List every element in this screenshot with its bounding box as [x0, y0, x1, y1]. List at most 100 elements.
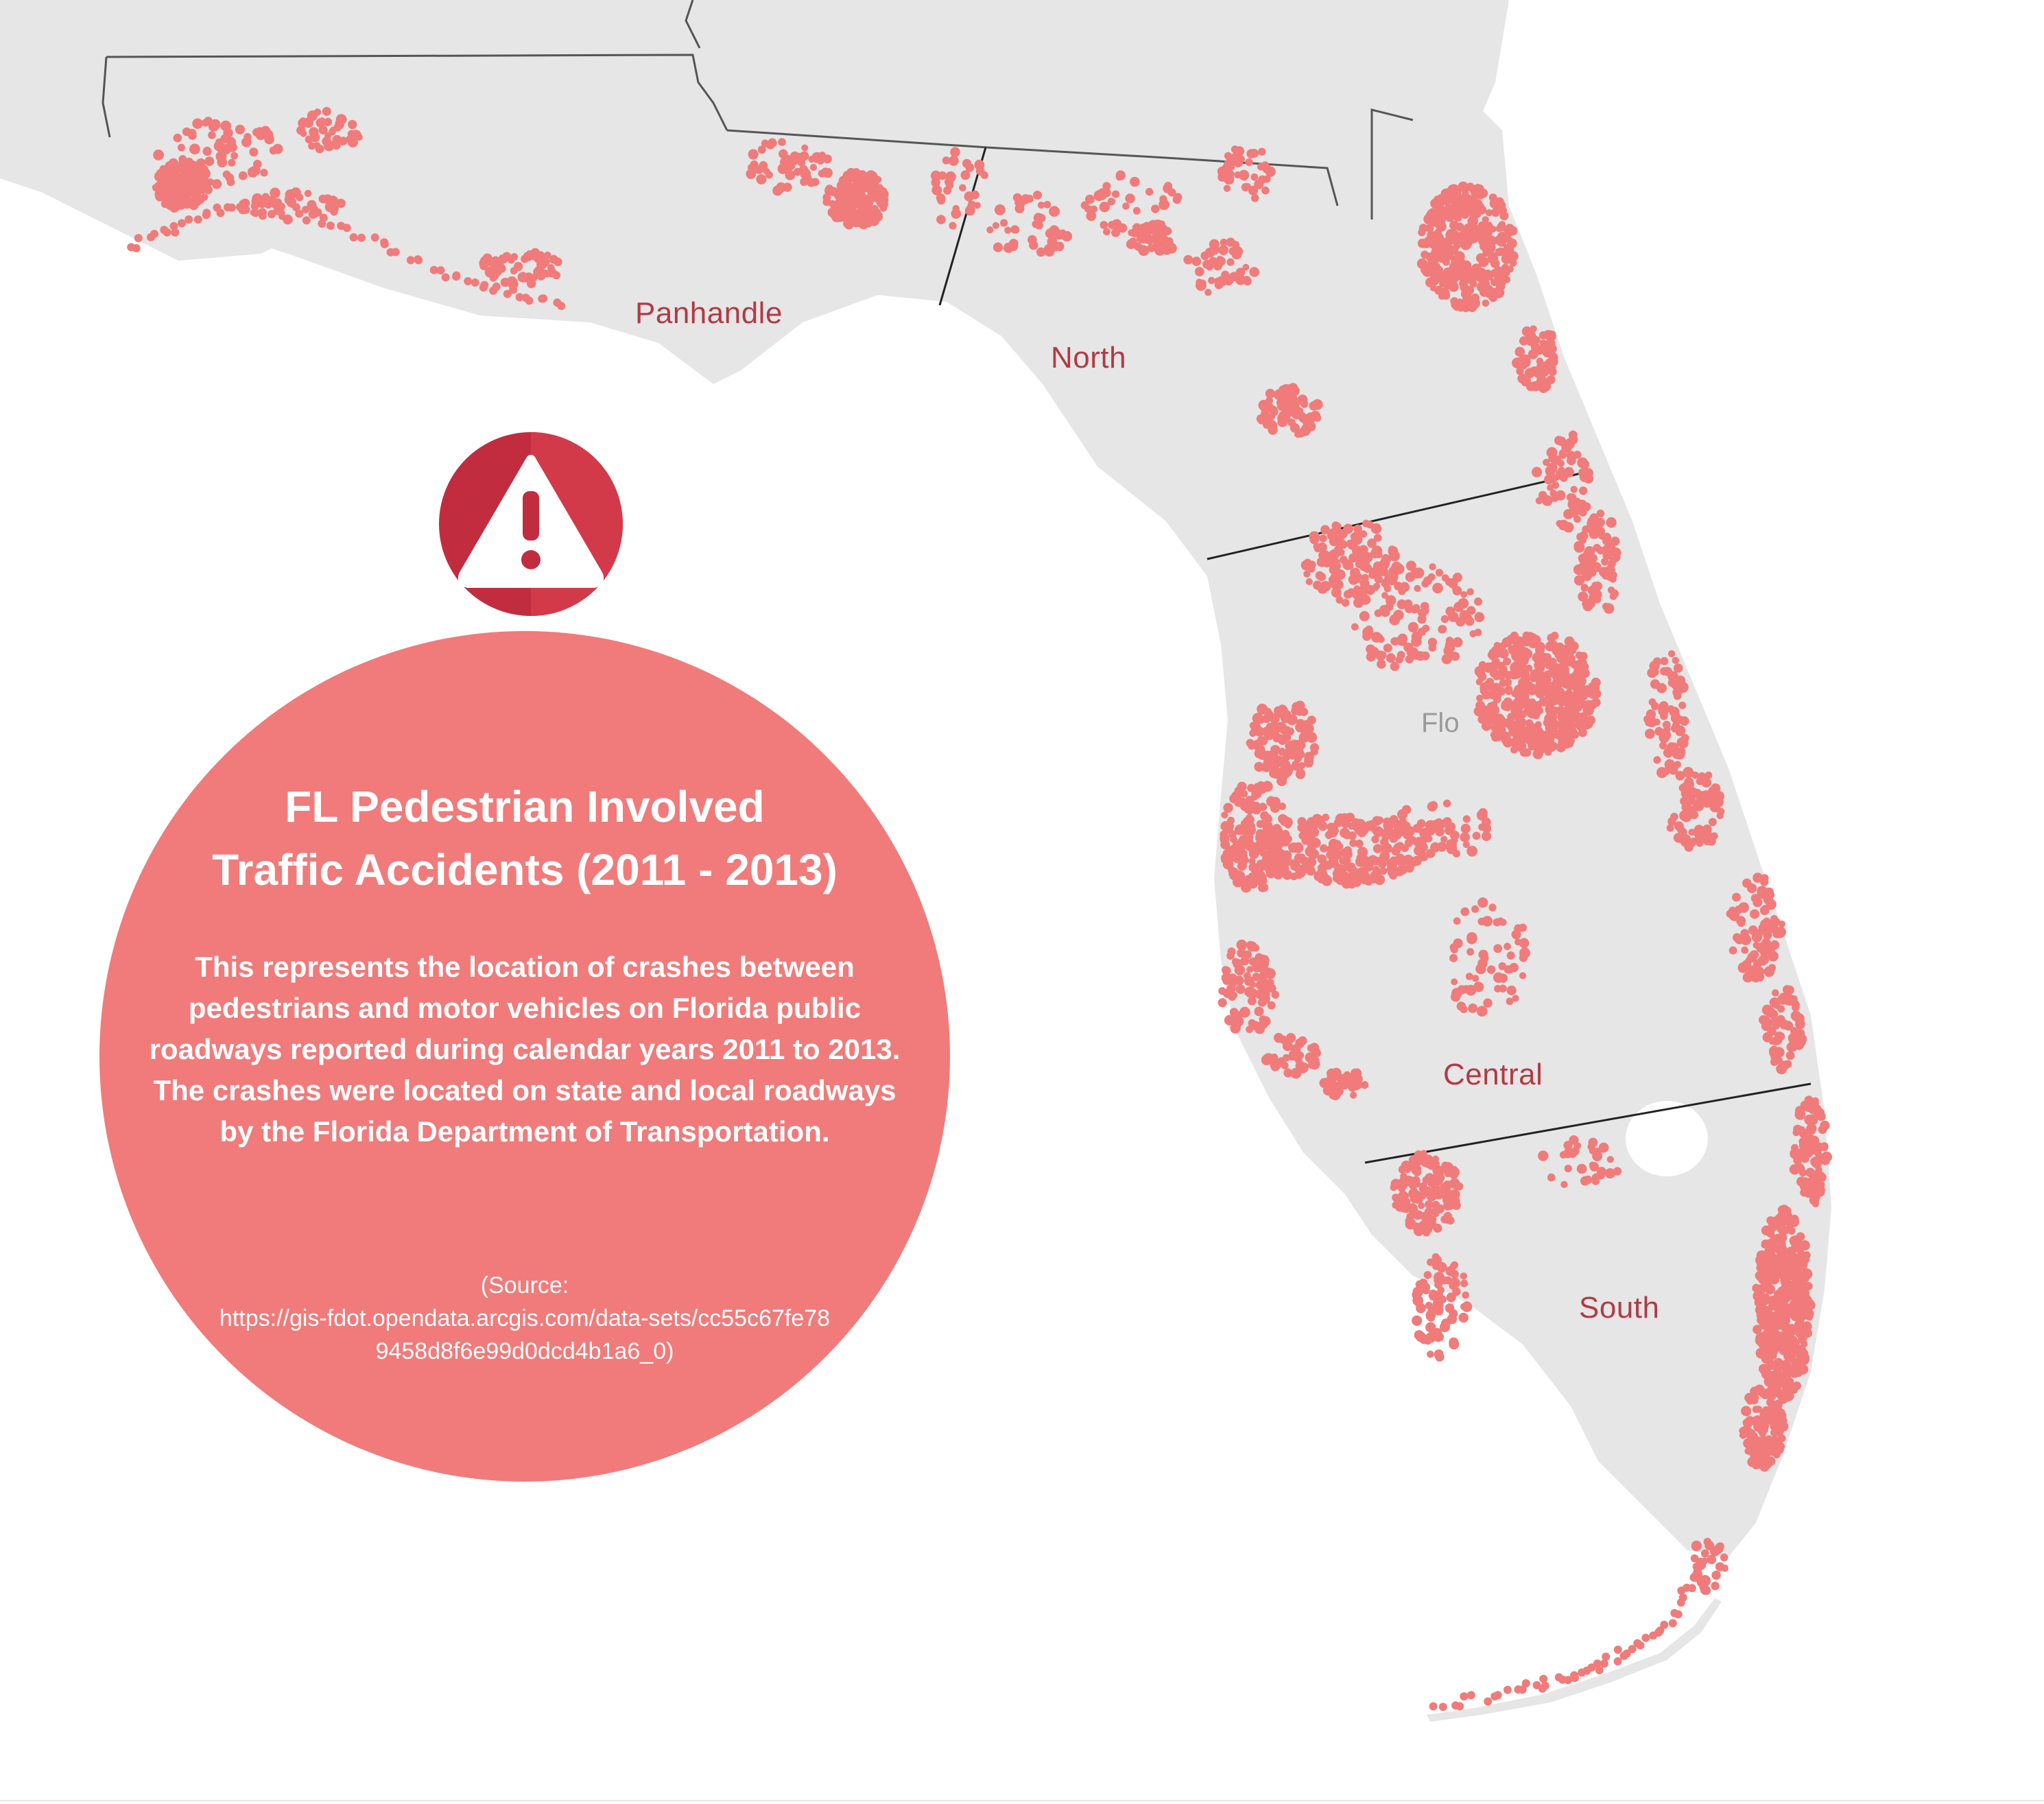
crash-point: [1785, 1392, 1794, 1401]
crash-point: [330, 207, 338, 216]
crash-point: [844, 211, 855, 222]
crash-point: [1425, 1322, 1436, 1333]
crash-point: [1659, 741, 1667, 750]
crash-point: [1452, 849, 1460, 858]
crash-point: [1012, 193, 1022, 202]
crash-point: [1401, 1204, 1409, 1212]
crash-point: [153, 183, 163, 193]
crash-point: [1765, 1406, 1774, 1416]
crash-point: [1711, 1570, 1721, 1580]
crash-point: [1785, 1352, 1795, 1362]
crash-point: [1427, 209, 1436, 218]
crash-point: [1371, 835, 1379, 844]
crash-point: [1374, 575, 1383, 584]
crash-point: [1453, 300, 1462, 311]
crash-point: [1781, 1285, 1792, 1296]
crash-point: [263, 129, 274, 140]
crash-point: [1033, 213, 1044, 223]
crash-point: [959, 184, 966, 192]
crash-point: [1519, 947, 1530, 959]
crash-point: [1677, 1587, 1686, 1595]
crash-point: [1805, 1167, 1816, 1178]
crash-point: [1389, 815, 1399, 824]
crash-point: [1242, 263, 1250, 271]
crash-point: [1151, 204, 1160, 213]
crash-point: [1343, 590, 1353, 599]
crash-point: [1314, 871, 1324, 881]
crash-point: [1514, 346, 1525, 357]
crash-point: [974, 159, 985, 170]
crash-point: [300, 130, 307, 137]
crash-point: [1372, 816, 1382, 827]
crash-point: [295, 209, 304, 218]
crash-point: [211, 179, 222, 189]
crash-point: [1573, 1142, 1582, 1150]
crash-point: [1573, 541, 1584, 551]
crash-point: [1573, 515, 1581, 523]
crash-point: [1359, 578, 1370, 589]
crash-point: [1776, 1232, 1787, 1243]
crash-point: [1493, 673, 1500, 680]
crash-point: [865, 205, 874, 213]
crash-point: [1543, 653, 1552, 661]
crash-point: [1473, 207, 1482, 215]
crash-point: [1752, 1325, 1762, 1334]
crash-point: [1314, 545, 1322, 553]
crash-point: [1498, 665, 1508, 675]
crash-point: [174, 165, 182, 172]
crash-point: [1433, 1223, 1442, 1233]
crash-point: [1582, 663, 1589, 670]
crash-point: [1792, 1254, 1801, 1263]
crash-point: [1428, 1290, 1439, 1301]
crash-point: [1811, 1158, 1822, 1169]
crash-point: [1259, 803, 1268, 811]
crash-point: [1560, 696, 1571, 707]
crash-point: [1747, 1456, 1758, 1467]
crash-point: [1710, 802, 1718, 811]
crash-point: [1449, 220, 1459, 230]
crash-point: [1086, 211, 1097, 222]
crash-point: [992, 222, 999, 229]
crash-point: [1462, 841, 1470, 848]
crash-point: [1478, 808, 1488, 818]
crash-point: [1817, 1172, 1825, 1180]
crash-point: [1519, 972, 1527, 980]
crash-point: [1246, 1025, 1254, 1034]
crash-point: [1442, 1180, 1453, 1190]
crash-point: [1786, 1303, 1795, 1312]
crash-point: [1461, 1301, 1473, 1312]
crash-point: [1732, 892, 1741, 902]
crash-point: [1485, 222, 1493, 230]
crash-point: [1427, 573, 1436, 581]
crash-point: [1596, 1170, 1606, 1180]
crash-point: [960, 170, 971, 180]
crash-point: [1780, 1214, 1790, 1224]
crash-point: [1284, 834, 1292, 842]
crash-point: [1441, 1161, 1449, 1170]
crash-point: [1476, 694, 1484, 702]
crash-point: [1282, 870, 1293, 880]
crash-point: [1331, 1082, 1342, 1092]
crash-point: [1768, 1391, 1777, 1400]
crash-point: [1579, 486, 1588, 495]
crash-point: [1342, 559, 1353, 571]
crash-point: [1454, 251, 1465, 262]
crash-point: [1268, 425, 1278, 436]
crash-point: [1446, 1292, 1456, 1303]
crash-point: [1549, 695, 1560, 706]
crash-point: [215, 138, 224, 147]
crash-point: [1208, 276, 1215, 285]
crash-point: [994, 204, 1006, 215]
crash-point: [1484, 713, 1496, 725]
crash-point: [1519, 923, 1528, 932]
crash-point: [1798, 1169, 1807, 1177]
crash-point: [1607, 559, 1616, 568]
crash-point: [1613, 1167, 1622, 1176]
crash-point: [1471, 263, 1482, 274]
crash-point: [1036, 247, 1046, 257]
crash-point: [849, 203, 857, 211]
crash-point: [235, 124, 245, 134]
crash-point: [1505, 224, 1514, 234]
crash-point: [877, 193, 887, 203]
crash-point: [1589, 1161, 1596, 1169]
